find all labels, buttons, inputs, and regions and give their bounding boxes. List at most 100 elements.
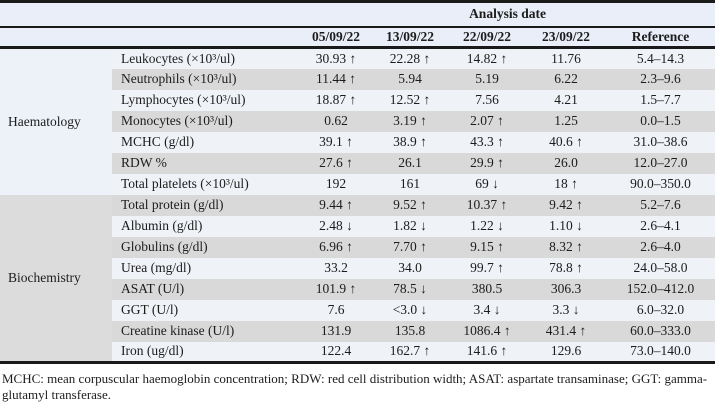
table-body: Haematology Leukocytes (×10³/ul) 30.93 ↑…	[0, 47, 715, 363]
value-cell: 7.56	[475, 92, 499, 107]
value-cell: 3.19 ↑	[393, 113, 427, 128]
reference-cell: 2.6–4.0	[640, 239, 681, 254]
value-cell: 7.6	[327, 302, 345, 317]
value-cell: 18 ↑	[554, 176, 578, 191]
reference-cell: 5.4–14.3	[636, 50, 685, 66]
value-cell: 101.9 ↑	[315, 281, 357, 296]
reference-cell: 5.2–7.6	[640, 197, 681, 212]
table-row-creatine-kinase: Creatine kinase (U/l) 131.9 135.8 1086.4…	[0, 320, 715, 342]
category-cell-biochemistry: Biochemistry	[0, 194, 112, 363]
parameter-cell: Total protein (g/dl)	[121, 197, 224, 212]
table-row-albumin: Albumin (g/dl) 2.48 ↓ 1.82 ↓ 1.22 ↓ 1.10…	[0, 215, 715, 237]
value-cell: 14.82 ↑	[466, 50, 508, 66]
reference-cell: 60.0–333.0	[630, 323, 691, 338]
header-spacer-cell	[112, 26, 300, 49]
table-row-total-protein: Biochemistry Total protein (g/dl) 9.44 ↑…	[0, 194, 715, 363]
table-row-iron: Iron (ug/dl) 122.4 162.7 ↑ 141.6 ↑ 129.6…	[0, 341, 715, 363]
table-row-ggt: GGT (U/l) 7.6 <3.0 ↓ 3.4 ↓ 3.3 ↓ 6.0–32.…	[0, 299, 715, 321]
value-cell: 306.3	[550, 281, 582, 296]
value-cell: 161	[399, 176, 421, 191]
category-cell-haematology: Haematology	[0, 47, 112, 195]
reference-cell: 6.0–32.0	[636, 302, 685, 317]
lab-results-table: Analysis date 05/09/22 13/09/22 22/09/22…	[0, 0, 715, 364]
date-column-header-4: 23/09/22	[526, 26, 606, 49]
parameter-cell: ASAT (U/l)	[121, 281, 185, 296]
reference-cell: 24.0–58.0	[633, 260, 688, 275]
reference-cell: 2.3–9.6	[640, 71, 681, 86]
value-cell: 129.6	[550, 343, 582, 359]
value-cell: 1.10 ↓	[549, 218, 583, 233]
value-cell: 192	[325, 176, 347, 191]
value-cell: 131.9	[320, 323, 352, 338]
parameter-cell: Total platelets (×10³/ul)	[121, 176, 249, 191]
parameter-cell: Lymphocytes (×10³/ul)	[121, 92, 246, 107]
value-cell: 10.37 ↑	[466, 197, 508, 212]
value-cell: <3.0 ↓	[392, 302, 428, 317]
value-cell: 34.0	[398, 260, 422, 275]
value-cell: 0.62	[324, 113, 348, 128]
table-row-urea: Urea (mg/dl) 33.2 34.0 99.7 ↑ 78.8 ↑ 24.…	[0, 257, 715, 279]
parameter-cell: MCHC (g/dl)	[121, 134, 195, 149]
value-cell: 380.5	[471, 281, 503, 296]
header-spacer-cell	[0, 1, 300, 28]
value-cell: 9.44 ↑	[319, 197, 353, 212]
reference-cell: 90.0–350.0	[630, 176, 691, 191]
parameter-cell: Urea (mg/dl)	[121, 260, 192, 275]
value-cell: 1086.4 ↑	[463, 323, 511, 338]
value-cell: 18.87 ↑	[315, 92, 357, 107]
analysis-date-header: Analysis date	[300, 1, 715, 28]
header-spacer-cell	[0, 26, 112, 49]
value-cell: 27.6 ↑	[319, 155, 353, 170]
value-cell: 78.5 ↓	[393, 281, 427, 296]
date-column-header-3: 22/09/22	[448, 26, 526, 49]
table-header: Analysis date 05/09/22 13/09/22 22/09/22…	[0, 1, 715, 49]
value-cell: 12.52 ↑	[389, 92, 431, 107]
date-column-header-2: 13/09/22	[372, 26, 448, 49]
parameter-cell: RDW %	[121, 155, 167, 170]
table-row-lymphocytes: Lymphocytes (×10³/ul) 18.87 ↑ 12.52 ↑ 7.…	[0, 89, 715, 111]
parameter-cell: Monocytes (×10³/ul)	[121, 113, 233, 128]
table-row-rdw: RDW % 27.6 ↑ 26.1 29.9 ↑ 26.0 12.0–27.0	[0, 152, 715, 174]
value-cell: 38.9 ↑	[393, 134, 427, 149]
table-row-mchc: MCHC (g/dl) 39.1 ↑ 38.9 ↑ 43.3 ↑ 40.6 ↑ …	[0, 131, 715, 153]
parameter-cell: Albumin (g/dl)	[121, 218, 203, 233]
value-cell: 141.6 ↑	[466, 343, 508, 359]
reference-cell: 12.0–27.0	[633, 155, 688, 170]
value-cell: 8.32 ↑	[549, 239, 583, 254]
parameter-cell: GGT (U/l)	[121, 302, 179, 317]
value-cell: 78.8 ↑	[549, 260, 583, 275]
table-row-globulins: Globulins (g/dl) 6.96 ↑ 7.70 ↑ 9.15 ↑ 8.…	[0, 236, 715, 258]
value-cell: 69 ↓	[475, 176, 499, 191]
parameter-cell: Globulins (g/dl)	[121, 239, 208, 254]
value-cell: 39.1 ↑	[319, 134, 353, 149]
table-row-leukocytes: Haematology Leukocytes (×10³/ul) 30.93 ↑…	[0, 47, 715, 195]
value-cell: 3.4 ↓	[473, 302, 501, 317]
value-cell: 40.6 ↑	[549, 134, 583, 149]
value-cell: 1.25	[554, 113, 578, 128]
value-cell: 22.28 ↑	[389, 50, 431, 66]
value-cell: 2.07 ↑	[470, 113, 504, 128]
reference-cell: 0.0–1.5	[640, 113, 681, 128]
table-row-monocytes: Monocytes (×10³/ul) 0.62 3.19 ↑ 2.07 ↑ 1…	[0, 110, 715, 132]
value-cell: 5.94	[398, 71, 422, 86]
reference-cell: 152.0–412.0	[626, 281, 695, 296]
value-cell: 9.42 ↑	[549, 197, 583, 212]
value-cell: 9.15 ↑	[470, 239, 504, 254]
value-cell: 1.82 ↓	[393, 218, 427, 233]
date-column-header-1: 05/09/22	[300, 26, 372, 49]
table-row-neutrophils: Neutrophils (×10³/ul) 11.44 ↑ 5.94 5.19 …	[0, 68, 715, 90]
value-cell: 6.22	[554, 71, 578, 86]
reference-cell: 73.0–140.0	[630, 343, 691, 359]
value-cell: 135.8	[394, 323, 426, 338]
value-cell: 6.96 ↑	[319, 239, 353, 254]
parameter-cell: Creatine kinase (U/l)	[121, 323, 235, 338]
analysis-date-row: Analysis date	[0, 1, 715, 28]
value-cell: 122.4	[320, 343, 352, 359]
value-cell: 26.0	[554, 155, 578, 170]
reference-cell: 1.5–7.7	[640, 92, 681, 107]
value-cell: 3.3 ↓	[552, 302, 580, 317]
parameter-cell: Leukocytes (×10³/ul)	[121, 50, 236, 66]
value-cell: 11.44 ↑	[316, 71, 356, 86]
reference-cell: 31.0–38.6	[633, 134, 688, 149]
